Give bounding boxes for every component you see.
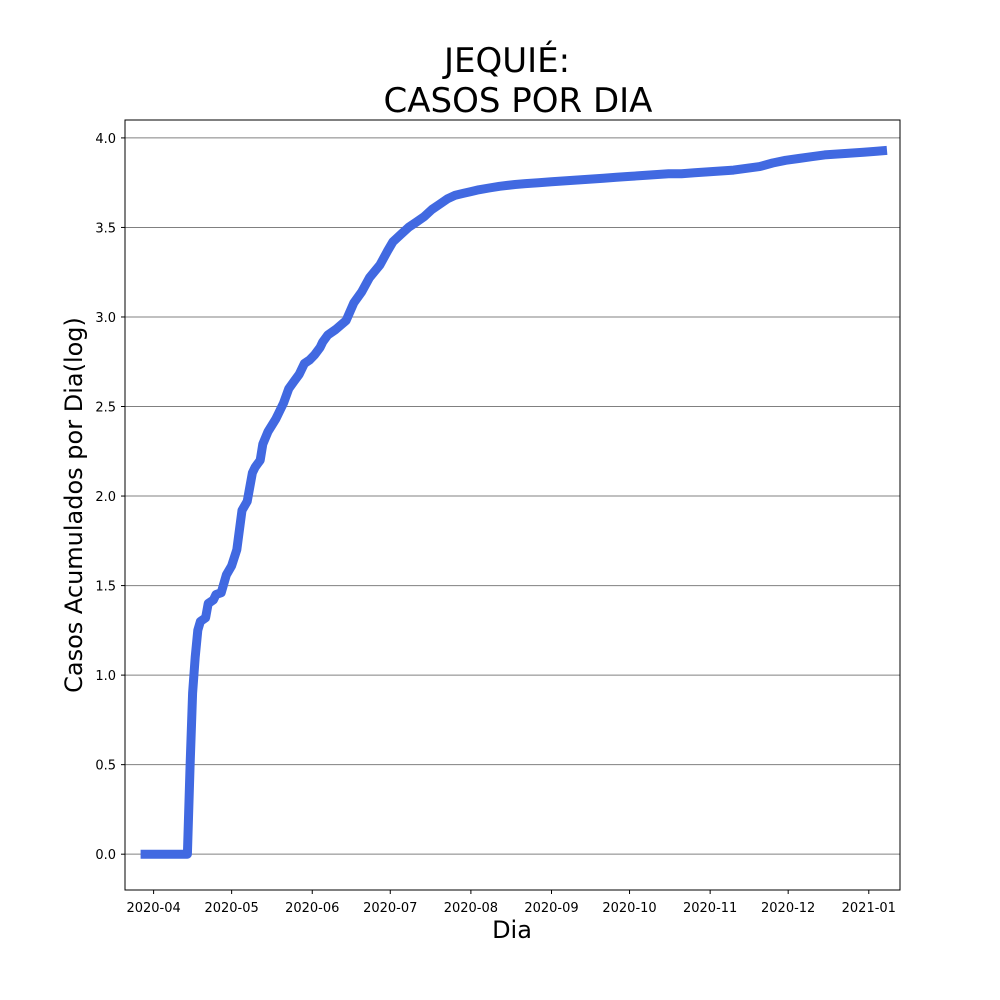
y-tick-label: 2.5	[95, 401, 116, 416]
y-tick-label: 0.5	[95, 759, 116, 774]
series-layer	[140, 145, 888, 859]
y-axis-ticks: 0.0 0.5 1.0 1.5 2.0 2.5 3.0 3.5 4.0	[95, 132, 125, 863]
y-tick-label: 3.5	[95, 221, 116, 236]
x-tick-label: 2020-12	[761, 901, 815, 916]
x-axis-ticks: 2020-04 2020-05 2020-06 2020-07 2020-08 2020-…	[126, 890, 896, 916]
x-axis-label: Dia	[492, 916, 532, 944]
series-line	[140, 145, 888, 859]
y-tick-label: 4.0	[95, 132, 116, 147]
x-tick-label: 2020-08	[444, 901, 498, 916]
chart-title-line-2: CASOS POR DIA	[384, 81, 653, 121]
chart-title-line-1: JEQUIÉ:	[442, 40, 570, 81]
y-tick-label: 1.5	[95, 580, 116, 595]
gridlines	[125, 137, 900, 855]
y-tick-label: 0.0	[95, 848, 116, 863]
x-tick-label: 2020-11	[683, 901, 737, 916]
x-tick-label: 2020-07	[363, 901, 417, 916]
y-tick-label: 3.0	[95, 311, 116, 326]
plot-frame	[124, 119, 901, 891]
x-tick-label: 2020-05	[204, 901, 258, 916]
y-tick-label: 2.0	[95, 490, 116, 505]
x-tick-label: 2020-09	[524, 901, 578, 916]
y-axis-label: Casos Acumulados por Dia(log)	[60, 317, 88, 693]
y-tick-label: 1.0	[95, 669, 116, 684]
x-tick-label: 2021-01	[842, 901, 896, 916]
x-tick-label: 2020-04	[126, 901, 180, 916]
x-tick-label: 2020-06	[285, 901, 339, 916]
x-tick-label: 2020-10	[602, 901, 656, 916]
